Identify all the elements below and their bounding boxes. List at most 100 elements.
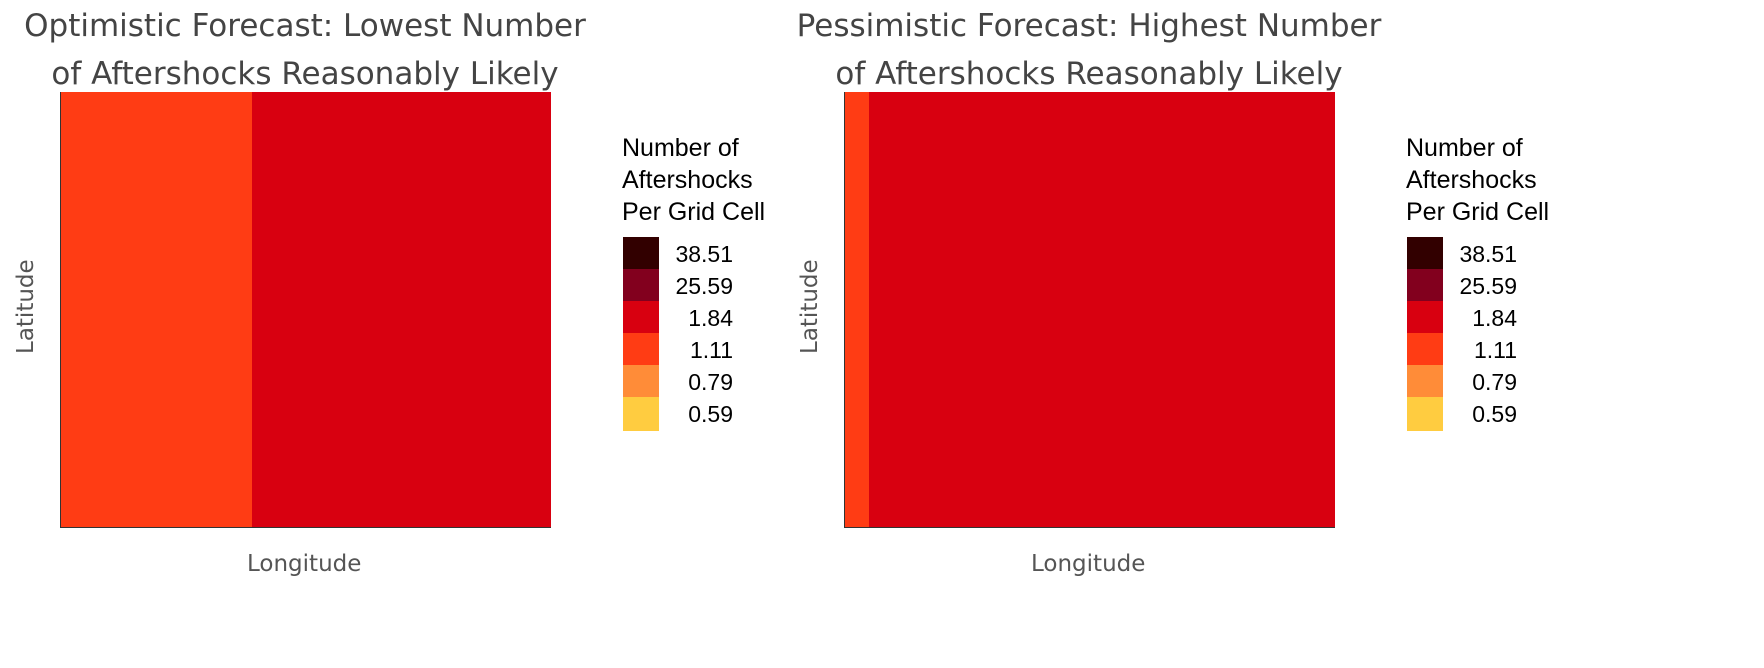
pessimistic-heatmap-cell [1310, 165, 1335, 190]
pessimistic-heatmap-cell [893, 383, 919, 408]
optimistic-heatmap-cell [167, 116, 189, 141]
optimistic-heatmap-cell [530, 165, 551, 190]
pessimistic-heatmap-cell [967, 358, 992, 384]
pessimistic-heatmap-cell [869, 213, 894, 238]
optimistic-heatmap-cell [231, 455, 253, 481]
pessimistic-heatmap-cell [1261, 431, 1287, 456]
optimistic-x-axis-label: Longitude [247, 551, 362, 577]
optimistic-heatmap-cell [466, 480, 488, 505]
optimistic-heatmap-cell [231, 213, 253, 238]
optimistic-heatmap-cell [103, 407, 125, 432]
pessimistic-heatmap-cell [1237, 504, 1262, 528]
optimistic-heatmap-cell [231, 286, 253, 311]
optimistic-heatmap-cell [145, 286, 168, 311]
optimistic-heatmap-cell [273, 407, 296, 432]
pessimistic-heatmap-cell [1188, 480, 1213, 505]
optimistic-heatmap-cell [380, 189, 403, 214]
optimistic-heatmap-cell [209, 407, 232, 432]
optimistic-heatmap-cell [145, 407, 168, 432]
pessimistic-heatmap-cell [1065, 189, 1091, 214]
optimistic-heatmap-cell [103, 383, 125, 408]
optimistic-heatmap-cell [530, 189, 551, 214]
pessimistic-legend-title-line-2: Aftershocks [1406, 166, 1537, 194]
optimistic-heatmap-cell [167, 431, 189, 456]
optimistic-heatmap-cell [508, 358, 531, 384]
pessimistic-heatmap-cell [1065, 431, 1091, 456]
optimistic-heatmap-cell [273, 116, 296, 141]
pessimistic-heatmap-cell [991, 504, 1017, 528]
optimistic-heatmap-cell [402, 286, 424, 311]
optimistic-heatmap-cell [145, 165, 168, 190]
pessimistic-heatmap-cell [918, 92, 943, 117]
optimistic-heatmap-cell [188, 334, 210, 359]
optimistic-heatmap-cell [380, 262, 403, 287]
optimistic-heatmap-cell [530, 310, 551, 335]
pessimistic-heatmap-cell [1065, 455, 1091, 481]
pessimistic-heatmap-cell [918, 237, 943, 263]
pessimistic-heatmap-cell [1139, 431, 1164, 456]
optimistic-heatmap-cell [209, 431, 232, 456]
pessimistic-heatmap-cell [1163, 189, 1189, 214]
pessimistic-heatmap-cell [1163, 286, 1189, 311]
optimistic-heatmap-cell [487, 480, 509, 505]
pessimistic-heatmap-cell [991, 480, 1017, 505]
optimistic-heatmap-cell [338, 189, 360, 214]
optimistic-heatmap-cell [295, 92, 317, 117]
pessimistic-heatmap-cell [1310, 310, 1335, 335]
optimistic-heatmap-cell [487, 237, 509, 263]
optimistic-heatmap-cell [103, 140, 125, 166]
optimistic-y-axis-label: Latitude [13, 259, 39, 354]
pessimistic-heatmap-cell [1212, 92, 1238, 117]
optimistic-heatmap-cell [81, 383, 104, 408]
pessimistic-heatmap-cell [844, 262, 870, 287]
optimistic-heatmap-cell [530, 237, 551, 263]
optimistic-heatmap-cell [60, 286, 82, 311]
optimistic-heatmap-cell [466, 358, 488, 384]
optimistic-heatmap-cell [423, 407, 445, 432]
optimistic-heatmap-cell [295, 334, 317, 359]
pessimistic-heatmap-cell [844, 358, 870, 384]
optimistic-heatmap-cell [188, 358, 210, 384]
pessimistic-heatmap-cell [893, 140, 919, 166]
pessimistic-heatmap-cell [1261, 92, 1287, 117]
optimistic-heatmap-cell [444, 480, 467, 505]
pessimistic-heatmap-cell [1237, 407, 1262, 432]
optimistic-heatmap-cell [209, 92, 232, 117]
optimistic-heatmap-cell [60, 334, 82, 359]
pessimistic-heatmap-cell [1090, 431, 1115, 456]
optimistic-heatmap-cell [209, 237, 232, 263]
legend-label: 1.84 [1472, 305, 1517, 331]
pessimistic-heatmap-cell [1065, 213, 1091, 238]
pessimistic-heatmap-cell [991, 455, 1017, 481]
pessimistic-heatmap-cell [844, 237, 870, 263]
pessimistic-heatmap-cell [1237, 262, 1262, 287]
pessimistic-legend-title-line-1: Number of [1406, 134, 1523, 162]
optimistic-heatmap-cell [60, 504, 82, 528]
pessimistic-heatmap-cell [918, 504, 943, 528]
pessimistic-heatmap-cell [1286, 504, 1311, 528]
pessimistic-heatmap-cell [1286, 431, 1311, 456]
optimistic-heatmap-cell [466, 334, 488, 359]
pessimistic-heatmap-cell [1212, 189, 1238, 214]
optimistic-heatmap-cell [188, 310, 210, 335]
optimistic-heatmap-cell [273, 358, 296, 384]
optimistic-heatmap-cell [530, 431, 551, 456]
optimistic-heatmap-cell [81, 334, 104, 359]
legend-swatch [623, 365, 659, 399]
pessimistic-heatmap-cell [967, 165, 992, 190]
pessimistic-heatmap-cell [1016, 116, 1041, 141]
optimistic-heatmap-cell [103, 455, 125, 481]
pessimistic-heatmap-cell [1310, 140, 1335, 166]
pessimistic-heatmap-cell [869, 407, 894, 432]
optimistic-heatmap-cell [295, 237, 317, 263]
optimistic-heatmap-cell [508, 407, 531, 432]
pessimistic-heatmap-cell [1310, 334, 1335, 359]
pessimistic-heatmap-cell [1040, 310, 1066, 335]
optimistic-heatmap-cell [316, 310, 339, 335]
pessimistic-heatmap-cell [1310, 116, 1335, 141]
optimistic-heatmap-cell [81, 165, 104, 190]
pessimistic-heatmap-cell [1286, 310, 1311, 335]
pessimistic-heatmap-cell [1090, 407, 1115, 432]
pessimistic-heatmap-cell [1016, 383, 1041, 408]
optimistic-heatmap-cell [530, 407, 551, 432]
